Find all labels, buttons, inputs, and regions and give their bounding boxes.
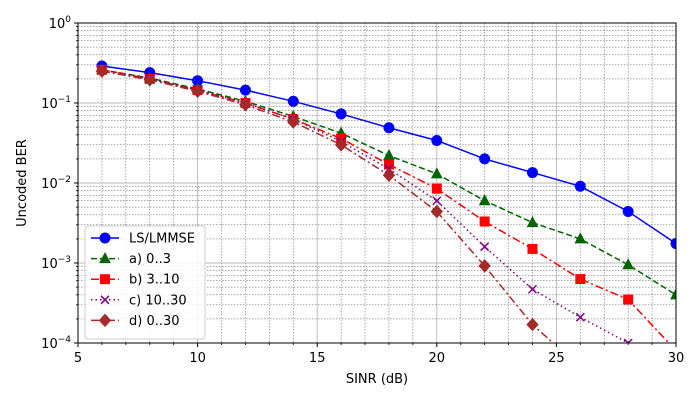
- x-tick-label: 25: [548, 351, 565, 366]
- data-point: [431, 183, 442, 194]
- data-point: [479, 216, 490, 227]
- data-point: [480, 242, 490, 252]
- x-tick-label: 30: [668, 351, 685, 366]
- ticks: 5 10 15 20 25 30 10−4 10−3 10−2 10−1 100: [41, 15, 684, 366]
- data-point: [526, 216, 539, 228]
- legend-box: [84, 225, 206, 340]
- legend-item: b) 3..10: [91, 273, 180, 288]
- data-point: [287, 95, 299, 107]
- y-tick-label: 10−1: [41, 95, 71, 112]
- y-axis-label: Uncoded BER: [15, 139, 30, 227]
- y-tick-label: 100: [49, 15, 72, 32]
- data-point: [622, 206, 634, 218]
- data-point: [382, 168, 396, 182]
- data-point: [526, 317, 539, 332]
- legend-label: d) 0..30: [129, 314, 180, 329]
- data-point: [575, 274, 586, 285]
- x-axis-label: SINR (dB): [346, 372, 408, 387]
- data-point: [527, 243, 538, 254]
- x-tick-label: 20: [429, 351, 446, 366]
- legend-marker: [99, 252, 111, 264]
- legend-marker: [100, 295, 110, 305]
- data-point: [478, 259, 491, 273]
- legend-label: a) 0..3: [129, 252, 171, 267]
- data-point: [479, 153, 491, 165]
- data-point: [623, 338, 633, 343]
- data-point: [526, 167, 538, 179]
- data-point: [95, 64, 109, 78]
- y-tick-label: 10−3: [41, 255, 71, 272]
- data-point: [574, 180, 586, 192]
- legend-label: c) 10..30: [129, 293, 187, 308]
- data-point: [334, 138, 348, 152]
- data-point: [575, 312, 585, 322]
- legend-label: b) 3..10: [129, 273, 180, 288]
- legend: LS/LMMSE a) 0..3 b) 3..10 c) 10..30 d) 0..30: [84, 225, 206, 340]
- data-point: [670, 238, 676, 250]
- legend-item: c) 10..30: [91, 293, 187, 308]
- data-point: [143, 73, 156, 87]
- data-point: [574, 232, 587, 244]
- data-point: [575, 361, 586, 373]
- data-point: [623, 294, 634, 305]
- data-point: [239, 98, 252, 112]
- data-point: [383, 122, 395, 134]
- y-tick-label: 10−4: [41, 335, 71, 352]
- data-point: [432, 196, 442, 206]
- legend-marker: [98, 313, 112, 328]
- y-tick-label: 10−2: [41, 175, 71, 192]
- data-point: [430, 204, 443, 219]
- data-point: [191, 84, 204, 99]
- x-tick-label: 10: [189, 351, 206, 366]
- series-5: [95, 64, 586, 373]
- data-point: [527, 284, 538, 294]
- data-point: [335, 108, 347, 120]
- data-point: [478, 194, 491, 206]
- x-tick-label: 15: [309, 351, 326, 366]
- legend-item: LS/LMMSE: [91, 232, 195, 247]
- data-point: [622, 258, 634, 270]
- data-point: [431, 134, 443, 146]
- legend-item: d) 0..30: [91, 313, 180, 329]
- data-point: [670, 288, 676, 300]
- x-tick-label: 5: [74, 351, 82, 366]
- series-1: [96, 60, 676, 250]
- legend-item: a) 0..3: [91, 252, 171, 267]
- series-layer: [95, 60, 676, 373]
- legend-marker: [100, 274, 110, 285]
- data-point: [430, 167, 443, 179]
- legend-label: LS/LMMSE: [129, 232, 195, 247]
- data-point: [287, 115, 300, 129]
- legend-marker: [99, 232, 111, 244]
- data-point: [239, 84, 251, 96]
